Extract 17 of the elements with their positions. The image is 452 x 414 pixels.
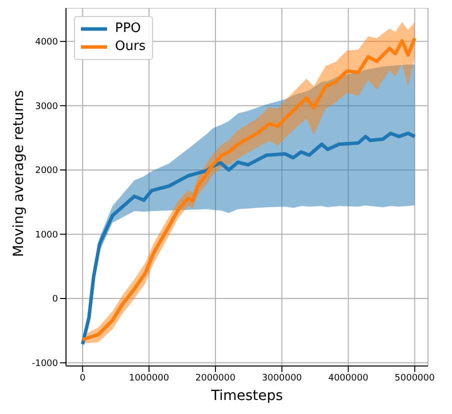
x-tick-label: 1000000	[128, 373, 170, 384]
y-tick-label: 3000	[35, 102, 58, 112]
y-tick-label: 1000	[35, 230, 58, 240]
line-series	[80, 132, 416, 346]
y-tick-label: 0	[52, 294, 58, 305]
y-tick-label: 4000	[35, 38, 58, 48]
legend-label: PPO	[115, 20, 141, 38]
y-tick-label: 2000	[35, 166, 58, 176]
x-tick-label: 3000000	[262, 373, 302, 384]
y-axis-title: Moving average returns	[10, 90, 27, 257]
x-tick-label: 4000000	[328, 373, 369, 384]
x-tick-label: 2000000	[195, 373, 236, 384]
x-tick-label: 5000000	[394, 373, 436, 384]
y-tick-label: -1000	[32, 358, 58, 369]
x-axis-title: Timesteps	[210, 388, 283, 404]
legend-label: Ours	[115, 38, 146, 56]
x-tick-label: 0	[80, 373, 86, 384]
